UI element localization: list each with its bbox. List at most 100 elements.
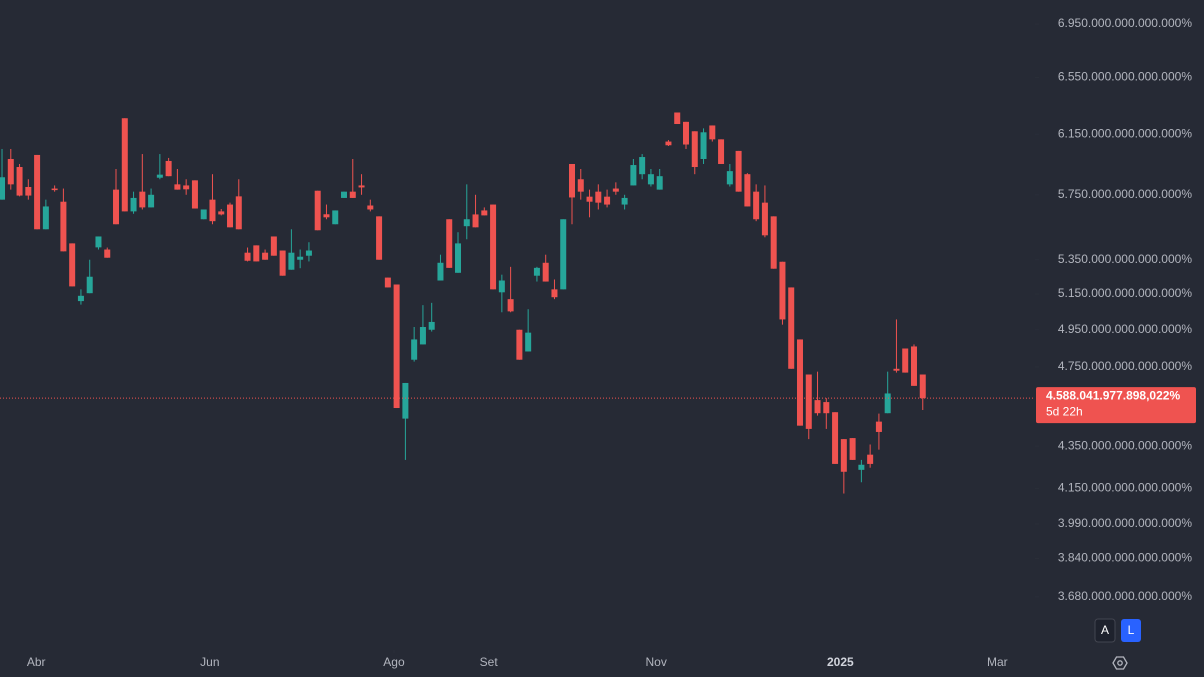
candle-body [218,211,225,215]
candle-body [463,219,470,227]
candle-body [69,243,76,287]
y-tick-label: 6.950.000.000.000.000% [1058,16,1192,30]
candle-body [849,438,856,460]
candle-body [639,157,646,175]
candle-body [525,332,532,352]
candle-body [7,159,14,185]
candle-body [227,204,234,228]
candle-body [235,196,242,230]
x-tick-label: Ago [383,655,405,669]
scale-button-label[interactable]: L [1128,623,1135,637]
y-tick-label: 3.990.000.000.000.000% [1058,516,1192,530]
candle-body [630,165,637,186]
candle-body [0,177,6,200]
candle-body [718,139,725,164]
candle-body [568,163,575,198]
candle-body [726,171,733,185]
candle-body [840,439,847,472]
candle-body [761,202,768,236]
candle-body [121,118,128,212]
candle-body [647,174,654,185]
candle-body [884,393,891,414]
candle-body [279,250,286,276]
x-tick-label: Jun [200,655,219,669]
candle-body [16,167,23,196]
candle-body [113,189,120,225]
candle-body [130,197,137,212]
y-tick-label: 4.950.000.000.000.000% [1058,322,1192,336]
candle-body [533,267,540,276]
candle-body [77,295,84,302]
candle-body [174,184,181,190]
candle-body [498,280,505,293]
y-tick-label: 4.150.000.000.000.000% [1058,481,1192,495]
candle-body [656,176,663,190]
scale-button[interactable] [1121,619,1141,642]
candle-body [455,243,462,273]
y-tick-label: 4.750.000.000.000.000% [1058,359,1192,373]
candle-body [867,454,874,464]
candle-body [665,141,672,146]
settings-hexagon [1112,656,1128,670]
candle-body [183,185,190,190]
candle-body [191,180,198,209]
candle-body [402,382,409,419]
scale-button[interactable] [1094,618,1116,643]
y-tick-label: 5.350.000.000.000.000% [1058,252,1192,266]
candle-body [376,216,383,260]
candle-body [341,191,348,198]
candle-body [42,206,49,230]
candle-body [516,329,523,360]
candle-body [86,276,93,294]
y-tick-label: 6.550.000.000.000.000% [1058,70,1192,84]
candle-body [910,346,917,386]
candle-body [779,261,786,320]
candle-body [262,252,269,260]
y-tick-label: 5.750.000.000.000.000% [1058,187,1192,201]
candle-body [621,197,628,205]
candle-body [586,196,593,202]
candle-body [577,179,584,192]
y-tick-label: 4.350.000.000.000.000% [1058,438,1192,452]
candle-body [139,191,146,208]
x-tick-label: Abr [27,655,46,669]
candle-body [919,374,926,399]
settings-center [1117,660,1123,666]
candle-body [700,132,707,160]
candle-body [542,262,549,282]
countdown-label: 5d 22h [1046,404,1083,418]
candle-body [297,256,304,260]
candle-body [393,284,400,409]
settings-icon[interactable] [1112,656,1128,670]
candle-body [805,374,812,429]
candle-body [384,277,391,288]
scale-button-label[interactable]: A [1101,623,1109,637]
x-tick-label: 2025 [827,655,854,669]
candle-body [156,174,163,178]
candle-body [253,245,260,262]
candle-body [788,287,795,369]
candle-body [446,219,453,268]
candle-body [744,174,751,207]
candle-body [691,131,698,168]
candle-body [165,160,172,177]
candle-body [200,209,207,220]
candle-body [428,321,435,330]
candle-body [25,186,32,196]
candle-body [893,368,900,371]
candle-body [770,216,777,269]
candle-body [674,112,681,125]
last-price-label: 4.588.041.977.898,022% [1046,388,1180,402]
candle-body [507,299,514,312]
x-tick-label: Set [480,655,499,669]
last-price-box [1036,387,1196,424]
candle-body [270,236,277,256]
candle-body [858,464,865,470]
candle-body [551,289,558,298]
candle-body [51,188,58,191]
x-tick-label: Nov [646,655,667,669]
candle-body [148,194,155,208]
candle-body [367,205,374,210]
